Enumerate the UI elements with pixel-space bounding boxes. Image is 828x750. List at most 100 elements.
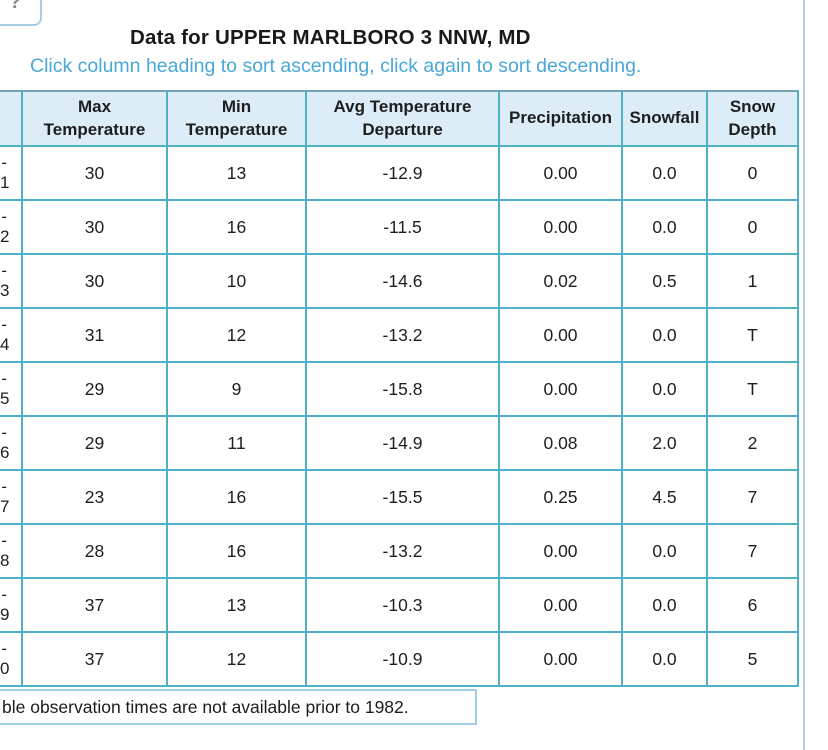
cell-avg: -13.2 xyxy=(305,523,500,579)
cell-avg: -15.8 xyxy=(305,361,500,417)
date-fragment: - xyxy=(1,207,7,226)
help-button[interactable]: ? xyxy=(0,0,42,26)
observation-note: ble observation times are not available … xyxy=(0,689,477,725)
cell-depth: 5 xyxy=(706,631,799,687)
page-title: Data for UPPER MARLBORO 3 NNW, MD xyxy=(130,26,531,49)
page-edge-border xyxy=(803,0,805,750)
cell-min: 9 xyxy=(166,361,307,417)
cell-depth: 7 xyxy=(706,469,799,525)
column-header-depth[interactable]: Snow Depth xyxy=(706,90,799,147)
cell-precip: 0.00 xyxy=(498,145,623,201)
cell-date: -5 xyxy=(0,361,23,417)
cell-date: -6 xyxy=(0,415,23,471)
cell-date: -3 xyxy=(0,253,23,309)
cell-depth: T xyxy=(706,361,799,417)
date-fragment: - xyxy=(1,315,7,334)
table-row-6: -6 29 11 -14.9 0.08 2.0 2 xyxy=(0,415,799,471)
cell-precip: 0.00 xyxy=(498,199,623,255)
cell-snowfall: 4.5 xyxy=(621,469,708,525)
column-header-date[interactable] xyxy=(0,90,23,147)
column-header-min[interactable]: Min Temperature xyxy=(166,90,307,147)
column-header-avg[interactable]: Avg Temperature Departure xyxy=(305,90,500,147)
cell-max: 37 xyxy=(21,577,168,633)
cell-precip: 0.00 xyxy=(498,307,623,363)
cell-max: 29 xyxy=(21,415,168,471)
cell-max: 30 xyxy=(21,199,168,255)
cell-depth: 6 xyxy=(706,577,799,633)
cell-avg: -12.9 xyxy=(305,145,500,201)
cell-precip: 0.00 xyxy=(498,361,623,417)
cell-min: 13 xyxy=(166,145,307,201)
table-row-8: -8 28 16 -13.2 0.00 0.0 7 xyxy=(0,523,799,579)
cell-snowfall: 0.0 xyxy=(621,199,708,255)
date-fragment: 2 xyxy=(0,227,10,246)
weather-data-table: Max Temperature Min Temperature Avg Temper… xyxy=(0,90,799,687)
cell-precip: 0.00 xyxy=(498,631,623,687)
cell-min: 12 xyxy=(166,307,307,363)
date-fragment: 4 xyxy=(0,335,10,354)
date-fragment: - xyxy=(1,585,7,604)
cell-date: -1 xyxy=(0,145,23,201)
cell-depth: 0 xyxy=(706,199,799,255)
cell-date: -8 xyxy=(0,523,23,579)
table-row-1: -1 30 13 -12.9 0.00 0.0 0 xyxy=(0,145,799,201)
date-fragment: 8 xyxy=(0,551,10,570)
date-fragment: - xyxy=(1,261,7,280)
question-mark-icon: ? xyxy=(9,0,22,13)
date-fragment: 9 xyxy=(0,605,10,624)
cell-snowfall: 2.0 xyxy=(621,415,708,471)
cell-min: 11 xyxy=(166,415,307,471)
cell-max: 28 xyxy=(21,523,168,579)
cell-precip: 0.08 xyxy=(498,415,623,471)
cell-min: 13 xyxy=(166,577,307,633)
table-row-9: -9 37 13 -10.3 0.00 0.0 6 xyxy=(0,577,799,633)
cell-snowfall: 0.5 xyxy=(621,253,708,309)
cell-min: 12 xyxy=(166,631,307,687)
cell-snowfall: 0.0 xyxy=(621,523,708,579)
cell-snowfall: 0.0 xyxy=(621,361,708,417)
cell-depth: 0 xyxy=(706,145,799,201)
date-fragment: 7 xyxy=(0,497,10,516)
table-body: -1 30 13 -12.9 0.00 0.0 0-2 30 16 -11.5 0.00 0.0 0-3… xyxy=(0,145,799,687)
date-fragment: - xyxy=(1,531,7,550)
cell-min: 16 xyxy=(166,469,307,525)
table-row-3: -3 30 10 -14.6 0.02 0.5 1 xyxy=(0,253,799,309)
cell-date: -2 xyxy=(0,199,23,255)
cell-avg: -13.2 xyxy=(305,307,500,363)
cell-date: -4 xyxy=(0,307,23,363)
column-header-max[interactable]: Max Temperature xyxy=(21,90,168,147)
cell-max: 30 xyxy=(21,145,168,201)
date-fragment: 3 xyxy=(0,281,10,300)
date-fragment: 1 xyxy=(0,173,10,192)
cell-depth: 2 xyxy=(706,415,799,471)
cell-max: 37 xyxy=(21,631,168,687)
cell-snowfall: 0.0 xyxy=(621,577,708,633)
cell-date: -0 xyxy=(0,631,23,687)
date-fragment: - xyxy=(1,369,7,388)
column-header-snowfall[interactable]: Snowfall xyxy=(621,90,708,147)
cell-precip: 0.00 xyxy=(498,577,623,633)
cell-max: 29 xyxy=(21,361,168,417)
cell-precip: 0.00 xyxy=(498,523,623,579)
date-fragment: - xyxy=(1,153,7,172)
cell-snowfall: 0.0 xyxy=(621,631,708,687)
cell-avg: -14.6 xyxy=(305,253,500,309)
cell-avg: -15.5 xyxy=(305,469,500,525)
cell-depth: T xyxy=(706,307,799,363)
date-fragment: - xyxy=(1,639,7,658)
date-fragment: - xyxy=(1,423,7,442)
table-header-row: Max Temperature Min Temperature Avg Temper… xyxy=(0,90,799,147)
cell-avg: -14.9 xyxy=(305,415,500,471)
cell-min: 16 xyxy=(166,199,307,255)
cell-date: -9 xyxy=(0,577,23,633)
column-header-precip[interactable]: Precipitation xyxy=(498,90,623,147)
cell-min: 16 xyxy=(166,523,307,579)
cell-max: 31 xyxy=(21,307,168,363)
sort-instructions: Click column heading to sort ascending, … xyxy=(30,55,642,77)
cell-precip: 0.25 xyxy=(498,469,623,525)
table-row-5: -5 29 9 -15.8 0.00 0.0 T xyxy=(0,361,799,417)
date-fragment: - xyxy=(1,477,7,496)
table-row-4: -4 31 12 -13.2 0.00 0.0 T xyxy=(0,307,799,363)
cell-precip: 0.02 xyxy=(498,253,623,309)
cell-depth: 1 xyxy=(706,253,799,309)
